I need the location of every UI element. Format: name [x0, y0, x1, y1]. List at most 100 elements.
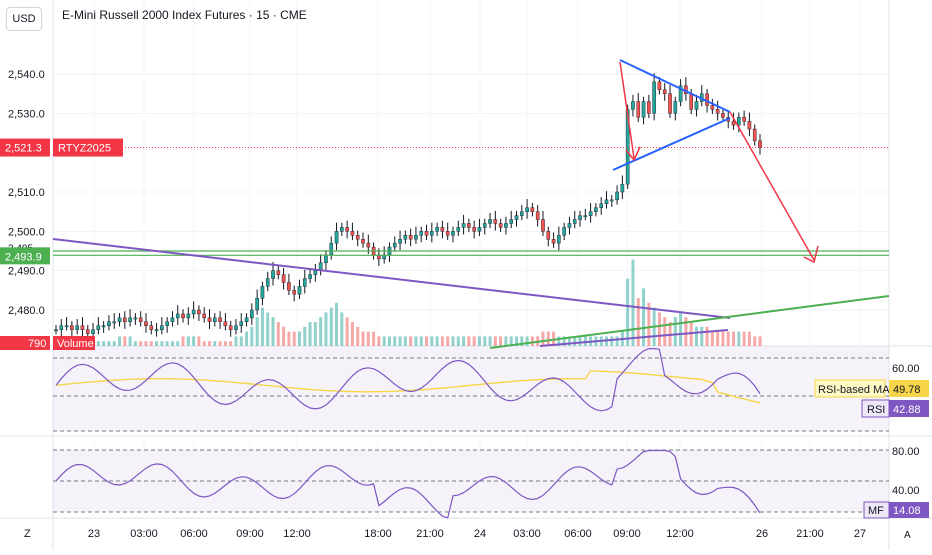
volume-bar — [631, 259, 635, 346]
arrow-red-down-1 — [619, 61, 635, 159]
left-price-axis: 2,540.0 2,530.0 2,510.0 2,500.0 2,490.0 2,480… — [0, 69, 123, 350]
candle-body — [525, 207, 529, 212]
triangle-lower-line — [612, 117, 731, 171]
volume-bar — [578, 336, 582, 346]
candle-body — [175, 313, 180, 319]
volume-bar — [192, 336, 196, 346]
volume-bar — [610, 336, 614, 346]
volume-bar — [303, 326, 307, 346]
candle-body — [133, 317, 138, 320]
price-tick-label: 2,540.0 — [8, 69, 45, 81]
candle-body — [101, 325, 106, 328]
price-tick-label: 2,530.0 — [8, 108, 45, 120]
candle-body — [218, 317, 222, 323]
volume-bar — [726, 331, 730, 346]
candle-body — [477, 227, 482, 232]
volume-bar — [123, 336, 127, 346]
volume-label: Volume — [57, 338, 94, 350]
candle-body — [186, 313, 191, 319]
volume-bar — [647, 302, 651, 346]
volume-bar — [758, 336, 762, 346]
candle-body — [562, 227, 566, 236]
time-tick-label: 03:00 — [513, 528, 541, 540]
candle-body — [482, 223, 487, 228]
volume-bar — [409, 336, 413, 346]
volume-bar — [202, 341, 206, 346]
time-tick-label: 21:00 — [416, 528, 444, 540]
price-tick-label: 2,490.0 — [8, 266, 45, 278]
volume-bar — [557, 336, 561, 346]
volume-bar — [562, 336, 566, 346]
volume-value: 790 — [28, 338, 46, 350]
candle-body — [244, 317, 249, 323]
volume-bar — [663, 317, 667, 346]
volume-bar — [515, 336, 519, 346]
volume-bar — [345, 317, 349, 346]
candle-body — [647, 101, 651, 114]
rsi-ma-label: RSI-based MA — [818, 384, 890, 396]
candle-body — [620, 183, 625, 193]
symbol-title[interactable]: E-Mini Russell 2000 Index Futures · 15 ·… — [62, 8, 307, 22]
volume-bar — [292, 331, 296, 346]
level-badge — [0, 247, 50, 265]
volume-bar — [340, 312, 344, 346]
volume-bar — [223, 341, 227, 346]
candle-body — [641, 101, 646, 118]
volume-bar — [208, 341, 212, 346]
candle-body — [435, 227, 439, 232]
volume-bar — [456, 336, 460, 346]
candle-body — [123, 317, 127, 323]
volume-bar — [366, 331, 370, 346]
candle-body — [138, 317, 143, 323]
volume-bar — [747, 331, 751, 346]
candle-body — [117, 317, 122, 323]
auto-scale-button[interactable]: A — [904, 530, 911, 541]
volume-bar — [271, 317, 275, 346]
candle-body — [154, 329, 159, 332]
candle-body — [583, 215, 588, 218]
currency-button[interactable]: USD — [6, 7, 42, 31]
volume-bar — [218, 341, 222, 346]
candle-body — [255, 298, 259, 311]
volume-bar — [626, 278, 630, 346]
candle-body — [430, 231, 434, 236]
time-axis[interactable]: 23 03:00 06:00 09:00 12:00 18:00 21:00 24 03:00 0… — [88, 528, 866, 540]
candle-body — [91, 329, 95, 334]
volume-bar — [472, 336, 476, 346]
candle-body — [557, 235, 561, 244]
volume-bar — [118, 336, 122, 346]
candle-body — [604, 199, 609, 205]
candle-body — [239, 321, 244, 326]
candle-body — [493, 219, 498, 224]
candle-body — [228, 325, 233, 330]
volume-bar — [541, 331, 545, 346]
candle-body — [345, 227, 349, 232]
candle-body — [488, 219, 492, 224]
candle-body — [567, 223, 572, 228]
candle-body — [514, 215, 519, 220]
volume-bar — [530, 336, 534, 346]
volume-bar — [245, 331, 249, 346]
candle-body — [747, 120, 752, 130]
candle-body — [636, 101, 641, 118]
volume-bar — [573, 336, 577, 346]
candle-body — [75, 325, 79, 330]
arrow-red-down-2 — [729, 111, 815, 261]
candle-body — [498, 223, 503, 228]
time-tick-label: 12:00 — [283, 528, 311, 540]
volume-bar — [112, 341, 116, 346]
candle-body — [535, 211, 540, 220]
candle-body — [731, 120, 736, 126]
candle-body — [419, 231, 424, 236]
volume-bar — [139, 341, 143, 346]
rsi-band — [53, 346, 889, 431]
volume-bar — [160, 341, 164, 346]
volume-bar — [488, 336, 492, 346]
symbol-badge — [53, 138, 123, 157]
mf-value: 14.08 — [893, 505, 921, 517]
timezone-button[interactable]: Z — [24, 528, 31, 540]
candle-body — [207, 317, 212, 323]
